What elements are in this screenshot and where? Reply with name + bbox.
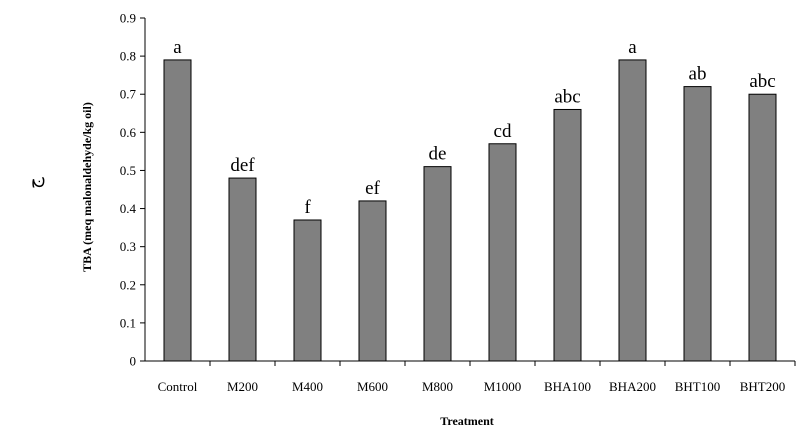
x-tick-label: M200 [227, 379, 258, 394]
y-tick-label: 0.8 [120, 49, 136, 64]
bar-m200 [228, 177, 257, 362]
bar-bht200 [748, 93, 777, 362]
bar-m800 [423, 166, 452, 362]
y-tick-label: 0.9 [120, 11, 136, 26]
y-tick-label: 0.2 [120, 277, 136, 292]
x-axis: Control M200 M400 M600 M800 M1000 BHA100 BHA200… [158, 361, 796, 394]
x-tick-label: M800 [422, 379, 453, 394]
bar-significance-label: de [429, 144, 447, 165]
y-tick-label: 0.7 [120, 87, 137, 102]
x-tick-label: BHA200 [609, 379, 656, 394]
bar-significance-label: cd [494, 121, 512, 142]
y-tick-label: 0.3 [120, 239, 136, 254]
x-tick-label: M1000 [484, 379, 522, 394]
y-axis-title: TBA (meq malonaldehyde/kg oil) [80, 102, 94, 272]
bar-m400 [293, 219, 322, 362]
bar-control [163, 59, 192, 362]
y-tick-label: 0.1 [120, 315, 136, 330]
y-tick-label: 0 [130, 354, 137, 369]
x-tick-label: M600 [357, 379, 388, 394]
x-tick-label: BHA100 [544, 379, 591, 394]
bar-significance-label: ab [689, 64, 707, 85]
bars: a def f ef de cd abc a ab abc [163, 37, 777, 362]
bar-significance-label: ef [365, 178, 380, 199]
bar-significance-label: a [628, 37, 637, 58]
bar-significance-label: abc [554, 86, 580, 107]
y-tick-label: 0.5 [120, 163, 136, 178]
bar-m600 [358, 200, 387, 362]
bar-bht100 [683, 86, 712, 362]
bar-m1000 [488, 143, 517, 362]
y-tick-label: 0.6 [120, 125, 137, 140]
x-tick-label: BHT100 [675, 379, 721, 394]
y-axis: 0 0.1 0.2 0.3 0.4 0.5 0.6 0.7 0.8 0.9 [120, 11, 145, 369]
y-tick-label: 0.4 [120, 201, 137, 216]
bar-bha100 [553, 108, 582, 362]
bar-significance-label: f [304, 197, 311, 218]
side-mark: ج [24, 177, 45, 189]
x-tick-label: BHT200 [740, 379, 786, 394]
bar-significance-label: abc [749, 71, 775, 92]
x-tick-label: M400 [292, 379, 323, 394]
bar-significance-label: def [230, 155, 255, 176]
bar-bha200 [618, 59, 647, 362]
x-tick-label: Control [158, 379, 198, 394]
bar-significance-label: a [173, 37, 182, 58]
x-axis-title: Treatment [440, 414, 494, 428]
